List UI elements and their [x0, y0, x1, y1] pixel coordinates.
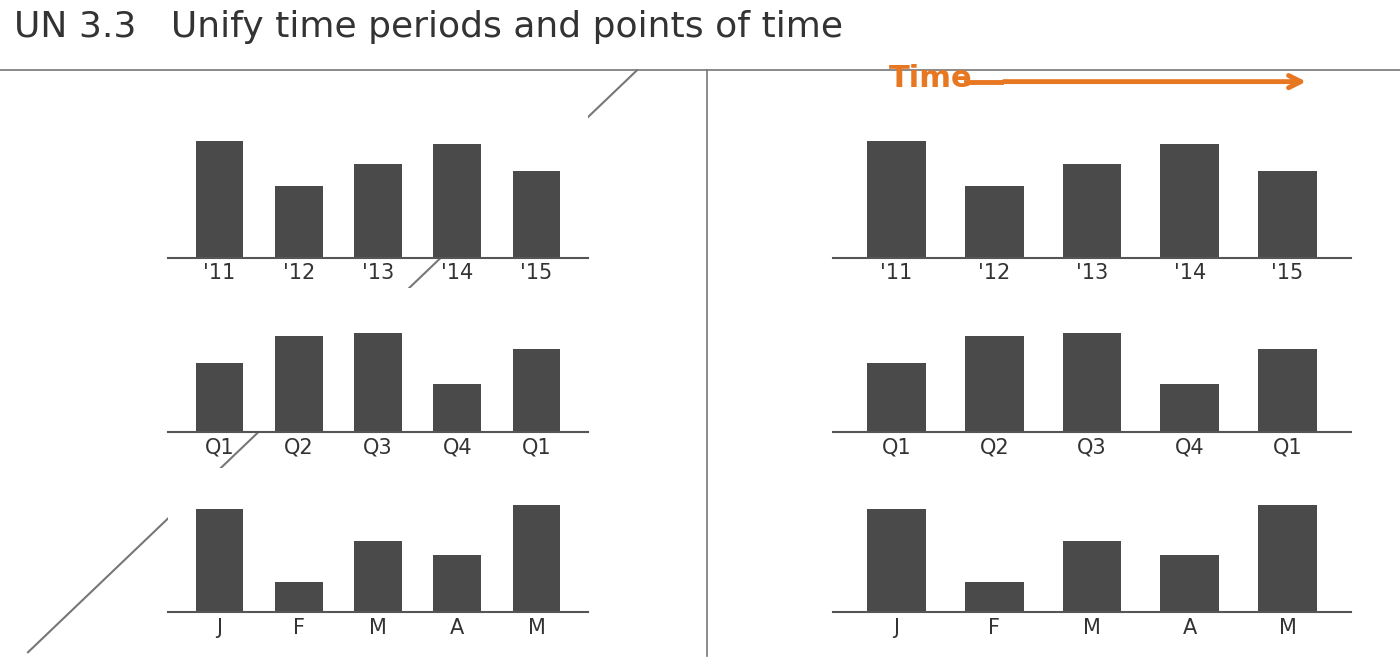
Bar — [1063, 333, 1121, 432]
Bar — [274, 582, 322, 612]
Bar — [512, 171, 560, 258]
Bar — [1063, 165, 1121, 258]
Bar — [1161, 383, 1219, 432]
Bar — [1161, 144, 1219, 258]
Bar — [1063, 541, 1121, 612]
Bar — [196, 141, 244, 258]
Bar — [1161, 555, 1219, 612]
Bar — [1259, 505, 1317, 612]
Bar — [434, 144, 482, 258]
Text: Time: Time — [889, 64, 973, 92]
Bar — [434, 555, 482, 612]
Bar — [512, 505, 560, 612]
Bar — [867, 141, 925, 258]
Bar — [965, 187, 1023, 258]
Bar — [965, 582, 1023, 612]
Bar — [274, 187, 322, 258]
Bar — [274, 336, 322, 432]
Bar — [434, 383, 482, 432]
Bar — [1259, 171, 1317, 258]
Bar — [196, 509, 244, 612]
Bar — [867, 363, 925, 432]
Text: UN 3.3   Unify time periods and points of time: UN 3.3 Unify time periods and points of … — [14, 10, 843, 44]
Bar — [512, 349, 560, 432]
Bar — [196, 363, 244, 432]
Bar — [354, 541, 402, 612]
Bar — [965, 336, 1023, 432]
Bar — [354, 165, 402, 258]
Bar — [354, 333, 402, 432]
Bar — [867, 509, 925, 612]
Bar — [1259, 349, 1317, 432]
